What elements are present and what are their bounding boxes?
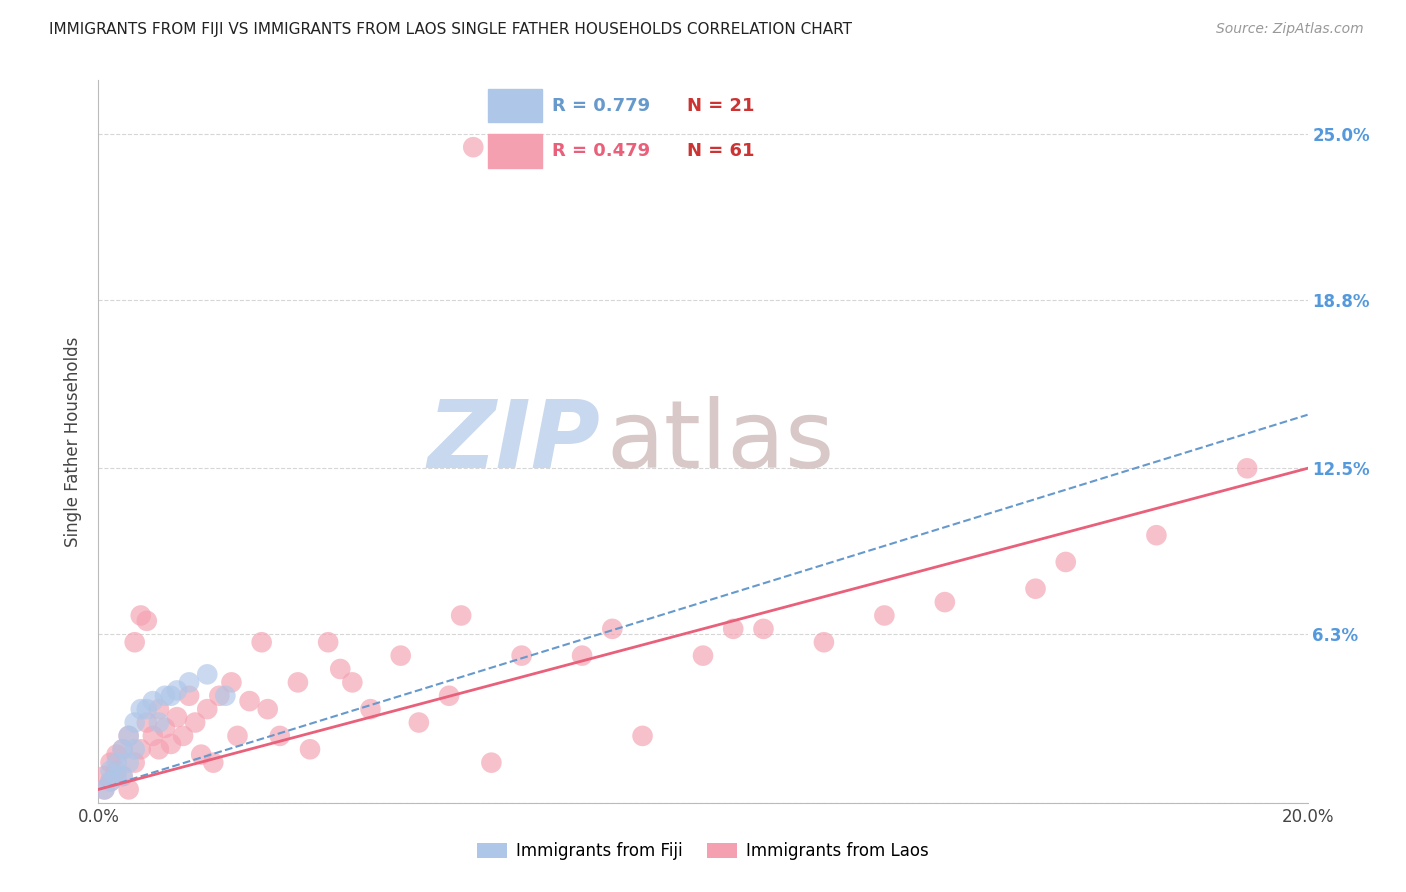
Point [481, 756, 503, 770]
Point [631, 729, 654, 743]
Legend: Immigrants from Fiji, Immigrants from Laos: Immigrants from Fiji, Immigrants from La… [471, 836, 935, 867]
Point [148, 702, 170, 716]
Point [118, 756, 141, 770]
Point [111, 742, 134, 756]
Point [179, 689, 201, 703]
Point [111, 742, 134, 756]
Point [129, 702, 152, 716]
Point [316, 635, 339, 649]
Point [226, 729, 249, 743]
Text: atlas: atlas [606, 395, 835, 488]
FancyBboxPatch shape [488, 134, 543, 168]
Point [437, 689, 460, 703]
Point [202, 756, 225, 770]
Point [329, 662, 352, 676]
Point [118, 729, 141, 743]
FancyBboxPatch shape [488, 89, 543, 122]
Point [571, 648, 593, 663]
Point [360, 702, 382, 716]
Point [172, 729, 194, 743]
Point [100, 756, 122, 770]
Point [118, 729, 141, 743]
Text: R = 0.479: R = 0.479 [553, 142, 651, 160]
Point [195, 667, 218, 681]
Point [166, 683, 188, 698]
Point [1236, 461, 1258, 475]
Point [135, 614, 157, 628]
Point [389, 648, 412, 663]
Text: N = 61: N = 61 [688, 142, 755, 160]
Point [105, 756, 128, 770]
Point [287, 675, 309, 690]
Point [129, 608, 152, 623]
Point [153, 721, 176, 735]
Point [124, 635, 146, 649]
Point [208, 689, 231, 703]
Point [934, 595, 956, 609]
Point [408, 715, 430, 730]
Point [752, 622, 775, 636]
Text: N = 21: N = 21 [688, 97, 755, 115]
Point [214, 689, 236, 703]
Point [148, 742, 170, 756]
Point [148, 715, 170, 730]
Point [463, 140, 485, 154]
Point [100, 774, 122, 789]
Point [179, 675, 201, 690]
Point [100, 774, 122, 789]
Point [250, 635, 273, 649]
Point [160, 689, 183, 703]
Point [1024, 582, 1046, 596]
Point [602, 622, 624, 636]
Text: Source: ZipAtlas.com: Source: ZipAtlas.com [1216, 22, 1364, 37]
Point [184, 715, 207, 730]
Point [93, 782, 115, 797]
Point [93, 782, 115, 797]
Point [142, 729, 165, 743]
Text: ZIP: ZIP [427, 395, 600, 488]
Text: R = 0.779: R = 0.779 [553, 97, 651, 115]
Point [221, 675, 243, 690]
Point [111, 769, 134, 783]
Point [124, 756, 146, 770]
Point [105, 769, 128, 783]
Point [873, 608, 896, 623]
Point [256, 702, 278, 716]
Point [111, 769, 134, 783]
Point [93, 769, 115, 783]
Point [342, 675, 364, 690]
Point [190, 747, 212, 762]
Point [129, 742, 152, 756]
Text: IMMIGRANTS FROM FIJI VS IMMIGRANTS FROM LAOS SINGLE FATHER HOUSEHOLDS CORRELATIO: IMMIGRANTS FROM FIJI VS IMMIGRANTS FROM … [49, 22, 852, 37]
Point [118, 782, 141, 797]
Point [299, 742, 322, 756]
Point [100, 764, 122, 778]
Point [135, 715, 157, 730]
Point [105, 764, 128, 778]
Point [124, 715, 146, 730]
Point [510, 648, 533, 663]
Point [142, 694, 165, 708]
Point [160, 737, 183, 751]
Point [692, 648, 714, 663]
Point [269, 729, 291, 743]
Point [239, 694, 262, 708]
Point [723, 622, 745, 636]
Point [813, 635, 835, 649]
Y-axis label: Single Father Households: Single Father Households [65, 336, 83, 547]
Point [166, 710, 188, 724]
Point [450, 608, 472, 623]
Point [195, 702, 218, 716]
Point [1054, 555, 1077, 569]
Point [105, 747, 128, 762]
Point [135, 702, 157, 716]
Point [1144, 528, 1167, 542]
Point [124, 742, 146, 756]
Point [153, 689, 176, 703]
